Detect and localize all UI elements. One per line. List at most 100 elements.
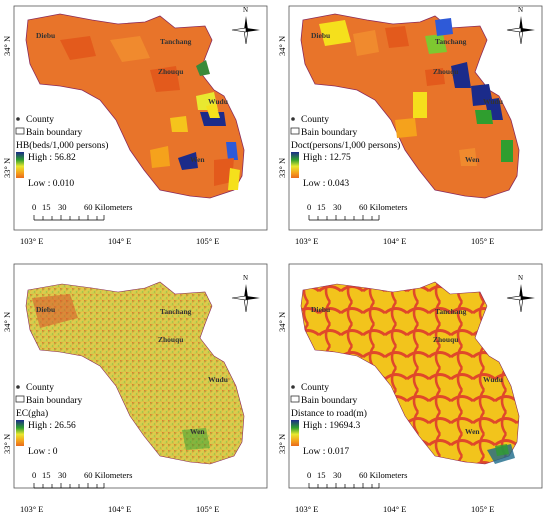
town-label-zhouqu: Zhouqu [433, 335, 458, 344]
basin-region [25, 281, 245, 465]
lat-33: 33° N [277, 434, 287, 454]
legend-boundary: Bain boundary [26, 128, 82, 138]
color-ramp [291, 420, 299, 446]
lon-103: 103° E [295, 504, 318, 514]
county-dot-icon [16, 117, 20, 121]
town-label-wen: Wen [190, 427, 205, 436]
lon-105: 105° E [471, 236, 494, 246]
color-ramp [16, 420, 24, 446]
lon-103: 103° E [295, 236, 318, 246]
legend-county: County [26, 115, 54, 125]
scale-30: 30 [333, 470, 342, 480]
lon-104: 104° E [383, 504, 406, 514]
basin-region [25, 13, 245, 199]
lon-103: 103° E [20, 504, 43, 514]
lat-33: 33° N [2, 158, 12, 178]
lon-104: 104° E [108, 236, 131, 246]
town-label-wen: Wen [465, 155, 480, 164]
boundary-swatch-icon [15, 395, 25, 403]
legend-boundary: Bain boundary [301, 396, 357, 406]
legend-high: High : 56.82 [28, 153, 76, 163]
scale-30: 30 [58, 202, 67, 212]
legend-low: Low : 0.010 [28, 179, 74, 189]
legend-high: High : 12.75 [303, 153, 351, 163]
scale-0: 0 [307, 470, 311, 480]
boundary-swatch-icon [290, 395, 300, 403]
legend-title: Distance to road(m) [291, 408, 367, 419]
north-label: N [518, 6, 523, 14]
north-label: N [518, 274, 523, 282]
map-panel-road: Diebu Tanchang Zhouqu Wudu Wen N County … [275, 258, 550, 515]
town-label-wudu: Wudu [208, 375, 228, 384]
color-ramp [16, 152, 24, 178]
north-label: N [243, 274, 248, 282]
lat-33: 33° N [277, 158, 287, 178]
scale-bar: 0 15 30 60 Kilometers [32, 470, 132, 489]
legend-low: Low : 0 [28, 447, 58, 457]
legend: County Bain boundary Doct(persons/1,000 … [290, 115, 400, 189]
county-dot-icon [16, 385, 20, 389]
scale-15: 15 [42, 202, 51, 212]
legend: County Bain boundary Distance to road(m)… [290, 383, 367, 457]
scale-15: 15 [317, 470, 326, 480]
north-arrow: N [506, 6, 535, 45]
legend-boundary: Bain boundary [26, 396, 82, 406]
lon-104: 104° E [383, 236, 406, 246]
map-panel-doct: Diebu Tanchang Zhouqu Wudu Wen N County … [275, 0, 550, 257]
town-label-tanchang: Tanchang [160, 37, 192, 46]
legend-title: EC(gha) [16, 408, 48, 419]
legend: County Bain boundary HB(beds/1,000 perso… [15, 115, 108, 189]
basin-region [300, 281, 520, 465]
map-panel-ec: Diebu Tanchang Zhouqu Wudu Wen N County … [0, 258, 275, 515]
lat-34: 34° N [277, 36, 287, 56]
legend-high: High : 26.56 [28, 421, 76, 431]
town-label-diebu: Diebu [311, 305, 330, 314]
scale-60: 60 Kilometers [84, 202, 132, 212]
legend-low: Low : 0.017 [303, 447, 349, 457]
legend-title: Doct(persons/1,000 persons) [291, 140, 400, 151]
lon-103: 103° E [20, 236, 43, 246]
town-label-wudu: Wudu [483, 97, 503, 106]
scale-30: 30 [58, 470, 67, 480]
color-ramp [291, 152, 299, 178]
town-label-tanchang: Tanchang [435, 307, 467, 316]
legend-high: High : 19694.3 [303, 421, 361, 431]
scale-0: 0 [32, 202, 36, 212]
lat-34: 34° N [2, 36, 12, 56]
legend-title: HB(beds/1,000 persons) [16, 140, 108, 151]
ec-hotspot [32, 294, 78, 328]
boundary-swatch-icon [15, 127, 25, 135]
town-label-tanchang: Tanchang [160, 307, 192, 316]
legend-county: County [301, 383, 329, 393]
legend-boundary: Bain boundary [301, 128, 357, 138]
map-panel-hb: Diebu Tanchang Zhouqu Wudu Wen N County … [0, 0, 275, 257]
scale-60: 60 Kilometers [84, 470, 132, 480]
lon-105: 105° E [196, 236, 219, 246]
county-patches [60, 36, 240, 190]
lat-34: 34° N [277, 312, 287, 332]
town-label-diebu: Diebu [311, 31, 330, 40]
county-patches [319, 18, 513, 166]
scale-15: 15 [317, 202, 326, 212]
legend-county: County [26, 383, 54, 393]
town-label-diebu: Diebu [36, 31, 55, 40]
boundary-swatch-icon [290, 127, 300, 135]
scale-30: 30 [333, 202, 342, 212]
north-label: N [243, 6, 248, 14]
town-label-wudu: Wudu [483, 375, 503, 384]
town-label-zhouqu: Zhouqu [158, 67, 183, 76]
lat-33: 33° N [2, 434, 12, 454]
ec-hotspot [182, 428, 210, 450]
lon-105: 105° E [471, 504, 494, 514]
town-label-wen: Wen [190, 155, 205, 164]
scale-0: 0 [32, 470, 36, 480]
scale-60: 60 Kilometers [359, 202, 407, 212]
scale-bar: 0 15 30 60 Kilometers [32, 202, 132, 221]
town-label-wudu: Wudu [208, 97, 228, 106]
legend-low: Low : 0.043 [303, 179, 349, 189]
north-arrow: N [231, 6, 260, 45]
lon-105: 105° E [196, 504, 219, 514]
north-arrow: N [506, 274, 535, 313]
north-arrow: N [231, 274, 260, 313]
legend-county: County [301, 115, 329, 125]
